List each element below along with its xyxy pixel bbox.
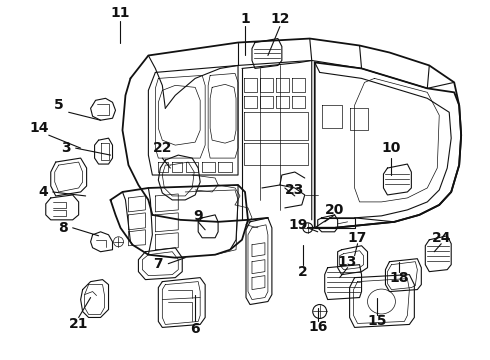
Text: 2: 2 (298, 265, 308, 279)
Text: 15: 15 (368, 314, 387, 328)
Text: 5: 5 (54, 98, 64, 112)
Text: 21: 21 (69, 318, 88, 332)
Text: 4: 4 (38, 185, 48, 199)
Text: 11: 11 (111, 6, 130, 20)
Text: 17: 17 (348, 231, 367, 245)
Text: 12: 12 (270, 12, 290, 26)
Text: 10: 10 (382, 141, 401, 155)
Text: 6: 6 (191, 323, 200, 337)
Text: 1: 1 (240, 12, 250, 26)
Text: 20: 20 (325, 203, 344, 217)
Text: 22: 22 (152, 141, 172, 155)
Text: 7: 7 (153, 257, 163, 271)
Text: 9: 9 (194, 209, 203, 223)
Text: 3: 3 (61, 141, 71, 155)
Text: 24: 24 (432, 231, 451, 245)
Text: 14: 14 (29, 121, 49, 135)
Text: 23: 23 (285, 183, 304, 197)
Text: 18: 18 (390, 271, 409, 285)
Text: 16: 16 (308, 320, 327, 334)
Text: 19: 19 (288, 218, 308, 232)
Text: 8: 8 (58, 221, 68, 235)
Text: 13: 13 (338, 255, 357, 269)
